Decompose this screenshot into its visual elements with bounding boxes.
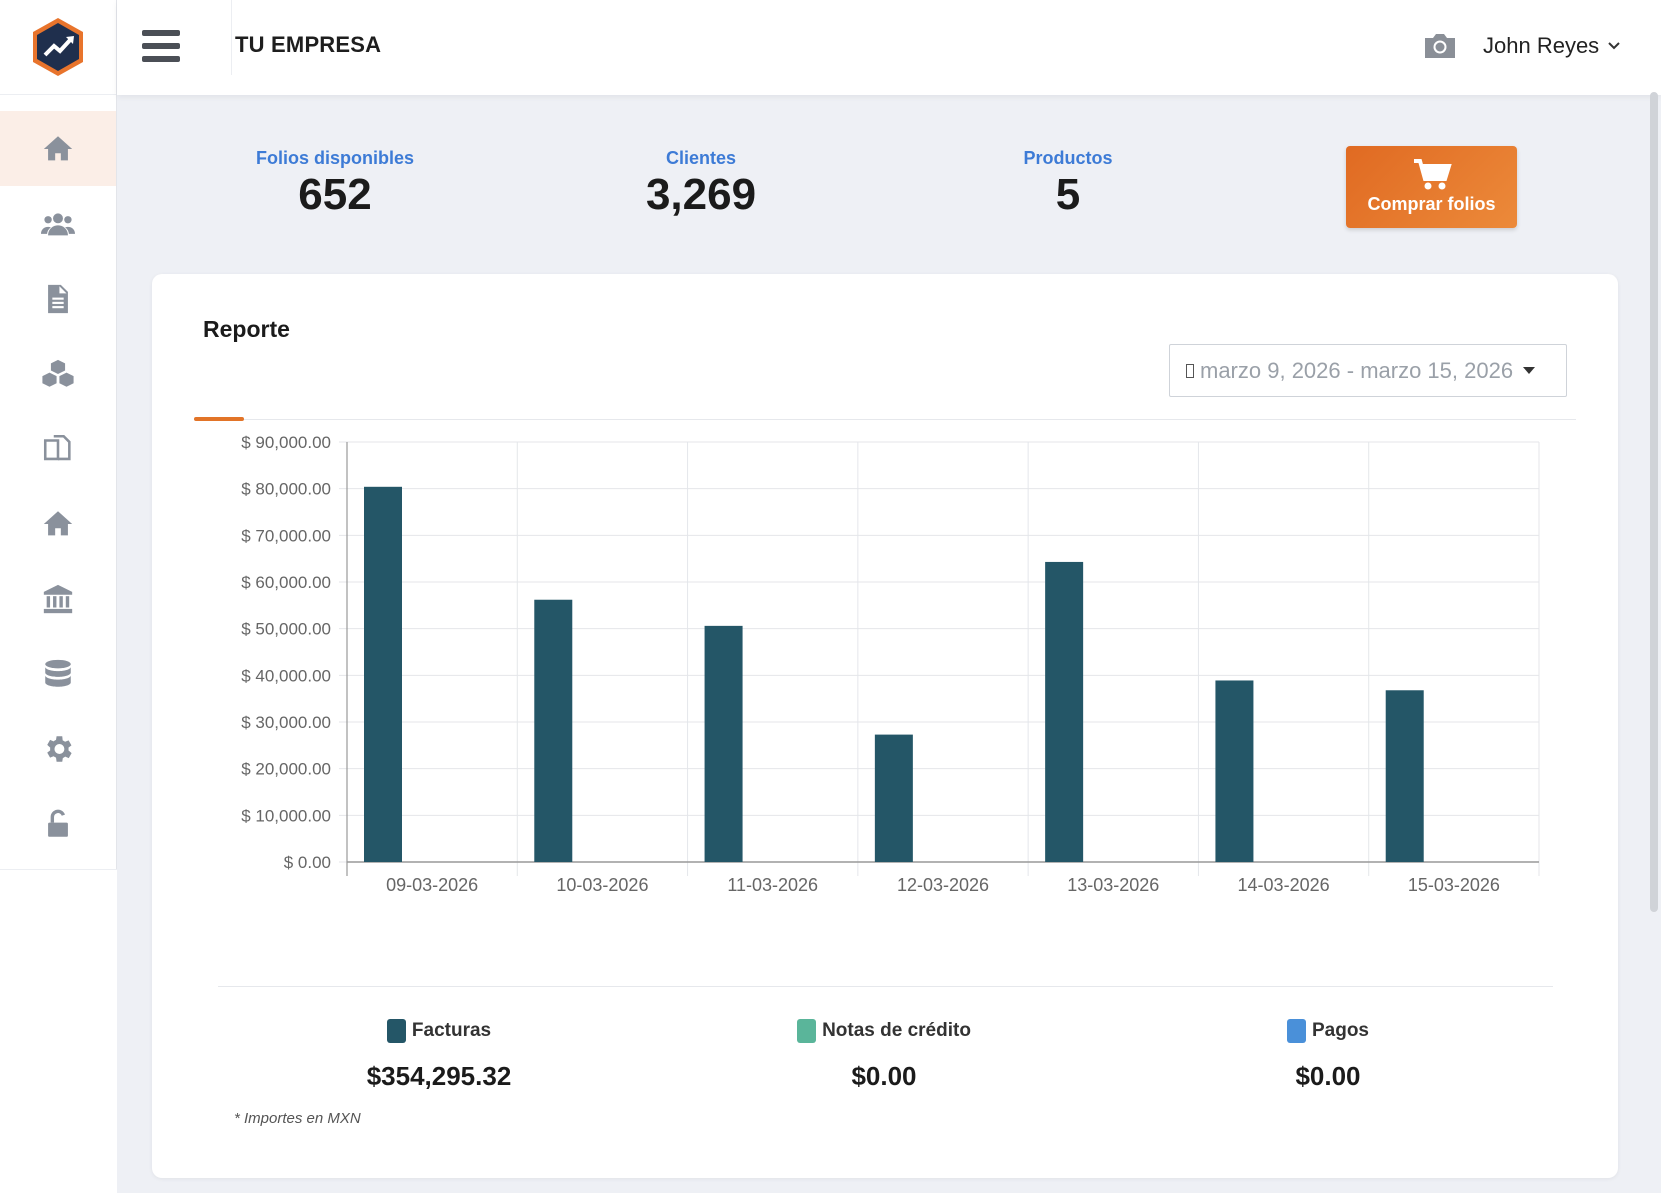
- sidebar-nav: [0, 95, 116, 861]
- notas-total: $0.00: [851, 1061, 917, 1091]
- y-tick-label: $ 70,000.00: [241, 526, 331, 545]
- facturas-label: Facturas: [411, 1020, 492, 1041]
- copy-icon: [43, 434, 71, 460]
- sidebar-item-database[interactable]: [0, 636, 116, 711]
- sidebar-item-copies[interactable]: [0, 411, 116, 486]
- report-title: Reporte: [203, 316, 290, 342]
- stat-clientes-value: 3,269: [645, 170, 757, 219]
- x-tick-label: 14-03-2026: [1238, 875, 1330, 895]
- x-tick-label: 12-03-2026: [897, 875, 989, 895]
- sidebar-footer: [0, 870, 117, 1193]
- sidebar-item-home-2[interactable]: [0, 486, 116, 561]
- stat-productos: Productos 5: [938, 148, 1198, 219]
- buy-folios-label: Comprar folios: [1367, 194, 1496, 214]
- report-card: Reporte marzo 9, 2026 - marzo 15, 2026 $…: [152, 274, 1618, 1178]
- y-tick-label: $ 80,000.00: [241, 480, 331, 499]
- caret-down-icon: [1523, 367, 1536, 374]
- facturas-total: $354,295.32: [366, 1061, 512, 1091]
- user-menu[interactable]: John Reyes: [1483, 33, 1621, 59]
- gear-icon: [47, 735, 72, 762]
- y-tick-label: $ 0.00: [284, 853, 331, 872]
- pagos-label: Pagos: [1311, 1020, 1370, 1041]
- bar-chart: $ 0.00 $ 10,000.00 $ 20,000.00 $ 30,000.00 $…: [241, 433, 1540, 895]
- bar-facturas: [874, 734, 913, 862]
- logo-icon: [33, 18, 83, 76]
- bar-facturas: [1045, 561, 1084, 862]
- camera-icon[interactable]: [1422, 30, 1458, 62]
- y-tick-label: $ 40,000.00: [241, 666, 331, 685]
- bar-facturas: [364, 486, 402, 862]
- y-tick-label: $ 50,000.00: [241, 620, 331, 639]
- x-tick-label: 11-03-2026: [727, 875, 818, 895]
- card-accent-bar: [194, 417, 244, 421]
- bar-facturas: [704, 625, 743, 862]
- y-tick-label: $ 30,000.00: [241, 713, 331, 732]
- sidebar-item-clients[interactable]: [0, 186, 116, 261]
- report-chart: $ 0.00 $ 10,000.00 $ 20,000.00 $ 30,000.00 $…: [204, 433, 1584, 934]
- x-tick-label: 13-03-2026: [1067, 875, 1159, 895]
- date-range-value: marzo 9, 2026 - marzo 15, 2026: [1200, 357, 1514, 383]
- legend-facturas[interactable]: Facturas $354,295.32: [269, 1019, 609, 1092]
- sidebar-item-bank[interactable]: [0, 561, 116, 636]
- cart-icon: [1413, 159, 1452, 190]
- date-range-picker[interactable]: marzo 9, 2026 - marzo 15, 2026: [1169, 344, 1567, 397]
- y-tick-label: $ 90,000.00: [241, 434, 331, 452]
- database-icon: [45, 659, 71, 687]
- sidebar-item-documents[interactable]: [0, 261, 116, 336]
- buy-folios-button[interactable]: Comprar folios: [1346, 146, 1517, 228]
- home-icon: [43, 135, 73, 160]
- menu-icon[interactable]: [142, 30, 180, 64]
- sidebar-item-products[interactable]: [0, 336, 116, 411]
- topbar: TU EMPRESA John Reyes: [117, 0, 1661, 95]
- legend-pagos[interactable]: Pagos $0.00: [1158, 1019, 1498, 1092]
- sidebar: [0, 0, 117, 1193]
- y-tick-label: $ 60,000.00: [241, 573, 331, 592]
- pagos-swatch: [1286, 1019, 1306, 1043]
- x-tick-label: 10-03-2026: [556, 875, 648, 895]
- bank-icon: [43, 584, 73, 613]
- notas-label: Notas de crédito: [822, 1020, 971, 1041]
- bar-facturas: [1385, 690, 1424, 862]
- bar-facturas: [1215, 680, 1254, 862]
- pagos-total: $0.00: [1295, 1061, 1361, 1091]
- notas-swatch: [797, 1019, 817, 1043]
- document-icon: [48, 284, 68, 313]
- company-name: TU EMPRESA: [235, 32, 382, 57]
- y-tick-label: $ 10,000.00: [241, 806, 331, 825]
- bar-facturas: [534, 599, 573, 862]
- users-icon: [41, 212, 75, 235]
- logo[interactable]: [0, 0, 116, 95]
- scrollbar[interactable]: [1650, 92, 1658, 912]
- stat-clientes: Clientes 3,269: [571, 148, 831, 219]
- stat-productos-value: 5: [1055, 170, 1081, 219]
- stat-folios: Folios disponibles 652: [205, 148, 465, 219]
- facturas-swatch: [386, 1019, 406, 1043]
- calendar-icon: [1186, 363, 1194, 378]
- unlock-icon: [48, 809, 68, 837]
- card-divider: [194, 419, 1576, 420]
- currency-footnote: * Importes en MXN: [234, 1110, 361, 1127]
- stat-clientes-label: Clientes: [665, 148, 737, 168]
- sidebar-item-home[interactable]: [0, 111, 116, 186]
- sidebar-item-settings[interactable]: [0, 711, 116, 786]
- chart-divider: [218, 986, 1553, 987]
- home-icon: [43, 510, 73, 535]
- stat-folios-label: Folios disponibles: [255, 148, 414, 168]
- x-tick-label: 15-03-2026: [1408, 875, 1500, 895]
- stat-productos-label: Productos: [1023, 148, 1113, 168]
- x-tick-label: 09-03-2026: [386, 875, 478, 895]
- chevron-down-icon: [1608, 42, 1620, 50]
- legend-notas[interactable]: Notas de crédito $0.00: [714, 1019, 1054, 1092]
- sidebar-item-logout[interactable]: [0, 786, 116, 861]
- user-name: John Reyes: [1483, 33, 1600, 58]
- y-tick-label: $ 20,000.00: [241, 760, 331, 779]
- stat-folios-value: 652: [298, 170, 372, 219]
- boxes-icon: [42, 359, 74, 387]
- topbar-divider: [231, 0, 232, 75]
